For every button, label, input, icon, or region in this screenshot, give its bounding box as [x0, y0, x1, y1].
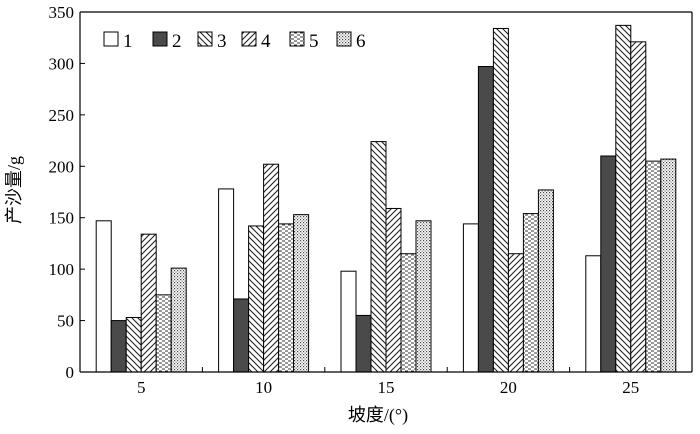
- legend-swatch-1: [103, 31, 119, 47]
- y-tick-label: 50: [57, 312, 74, 331]
- bar-series-2-cat-15: [355, 314, 372, 373]
- y-tick-label: 250: [49, 106, 75, 125]
- bar-series-5-cat-10: [278, 223, 295, 373]
- bar-series-4-cat-5: [140, 233, 157, 373]
- bar-series-3-cat-15: [370, 141, 387, 373]
- y-tick-label: 200: [49, 157, 75, 176]
- legend-label-5: 5: [309, 31, 319, 52]
- bar-series-2-cat-25: [600, 155, 617, 373]
- legend-label-6: 6: [356, 31, 366, 52]
- bar-series-5-cat-5: [155, 294, 172, 373]
- bar-series-6-cat-15: [415, 220, 432, 373]
- x-tick-label: 20: [500, 378, 517, 397]
- y-tick-label: 0: [66, 363, 75, 382]
- bar-series-1-cat-25: [585, 255, 602, 373]
- bar-series-3-cat-5: [125, 316, 142, 373]
- y-tick-label: 300: [49, 54, 75, 73]
- y-axis-title: 产沙量/g: [4, 156, 24, 224]
- bar-series-4-cat-15: [385, 207, 402, 373]
- bar-series-1-cat-20: [462, 223, 479, 373]
- bar-series-2-cat-10: [233, 298, 250, 373]
- legend-swatch-2: [152, 31, 168, 47]
- x-axis-title: 坡度/(°): [348, 405, 408, 426]
- x-tick-label: 10: [255, 378, 272, 397]
- bar-series-6-cat-10: [293, 214, 310, 373]
- y-tick-label: 350: [49, 3, 75, 22]
- x-ticks: 5 10 15 20 25: [137, 367, 639, 397]
- legend-label-3: 3: [217, 31, 227, 52]
- bar-series-2-cat-20: [477, 66, 494, 373]
- bar-series-6-cat-5: [170, 267, 187, 373]
- x-tick-label: 5: [137, 378, 146, 397]
- bar-series-4-cat-10: [263, 163, 280, 373]
- legend-label-2: 2: [172, 31, 182, 52]
- bar-series-6-cat-25: [660, 158, 677, 373]
- bar-series-3-cat-25: [615, 24, 632, 373]
- bar-series-5-cat-20: [522, 213, 539, 373]
- bar-series-5-cat-25: [645, 160, 662, 373]
- bar-series-3-cat-20: [492, 27, 509, 373]
- legend-label-4: 4: [261, 31, 271, 52]
- legend: 1 2 3 4 5 6: [103, 31, 366, 52]
- legend-label-1: 1: [123, 31, 133, 52]
- bars-group: [95, 24, 677, 373]
- x-tick-label: 25: [622, 378, 639, 397]
- legend-swatch-4: [241, 31, 257, 47]
- y-tick-label: 150: [49, 209, 75, 228]
- y-tick-label: 100: [49, 260, 75, 279]
- bar-series-1-cat-15: [340, 270, 357, 373]
- y-ticks: 0 50 100 150 200 250 300 350: [49, 3, 85, 382]
- x-tick-label: 15: [378, 378, 395, 397]
- bar-series-5-cat-15: [400, 253, 417, 373]
- bar-series-3-cat-10: [248, 225, 265, 373]
- bar-series-1-cat-5: [95, 220, 112, 373]
- bar-series-4-cat-20: [507, 253, 524, 373]
- bar-series-2-cat-5: [110, 320, 127, 373]
- bar-series-4-cat-25: [630, 41, 647, 373]
- bar-series-6-cat-20: [537, 189, 554, 373]
- bar-series-1-cat-10: [218, 188, 235, 373]
- legend-swatch-3: [197, 31, 213, 47]
- legend-swatch-5: [289, 31, 305, 47]
- legend-swatch-6: [336, 31, 352, 47]
